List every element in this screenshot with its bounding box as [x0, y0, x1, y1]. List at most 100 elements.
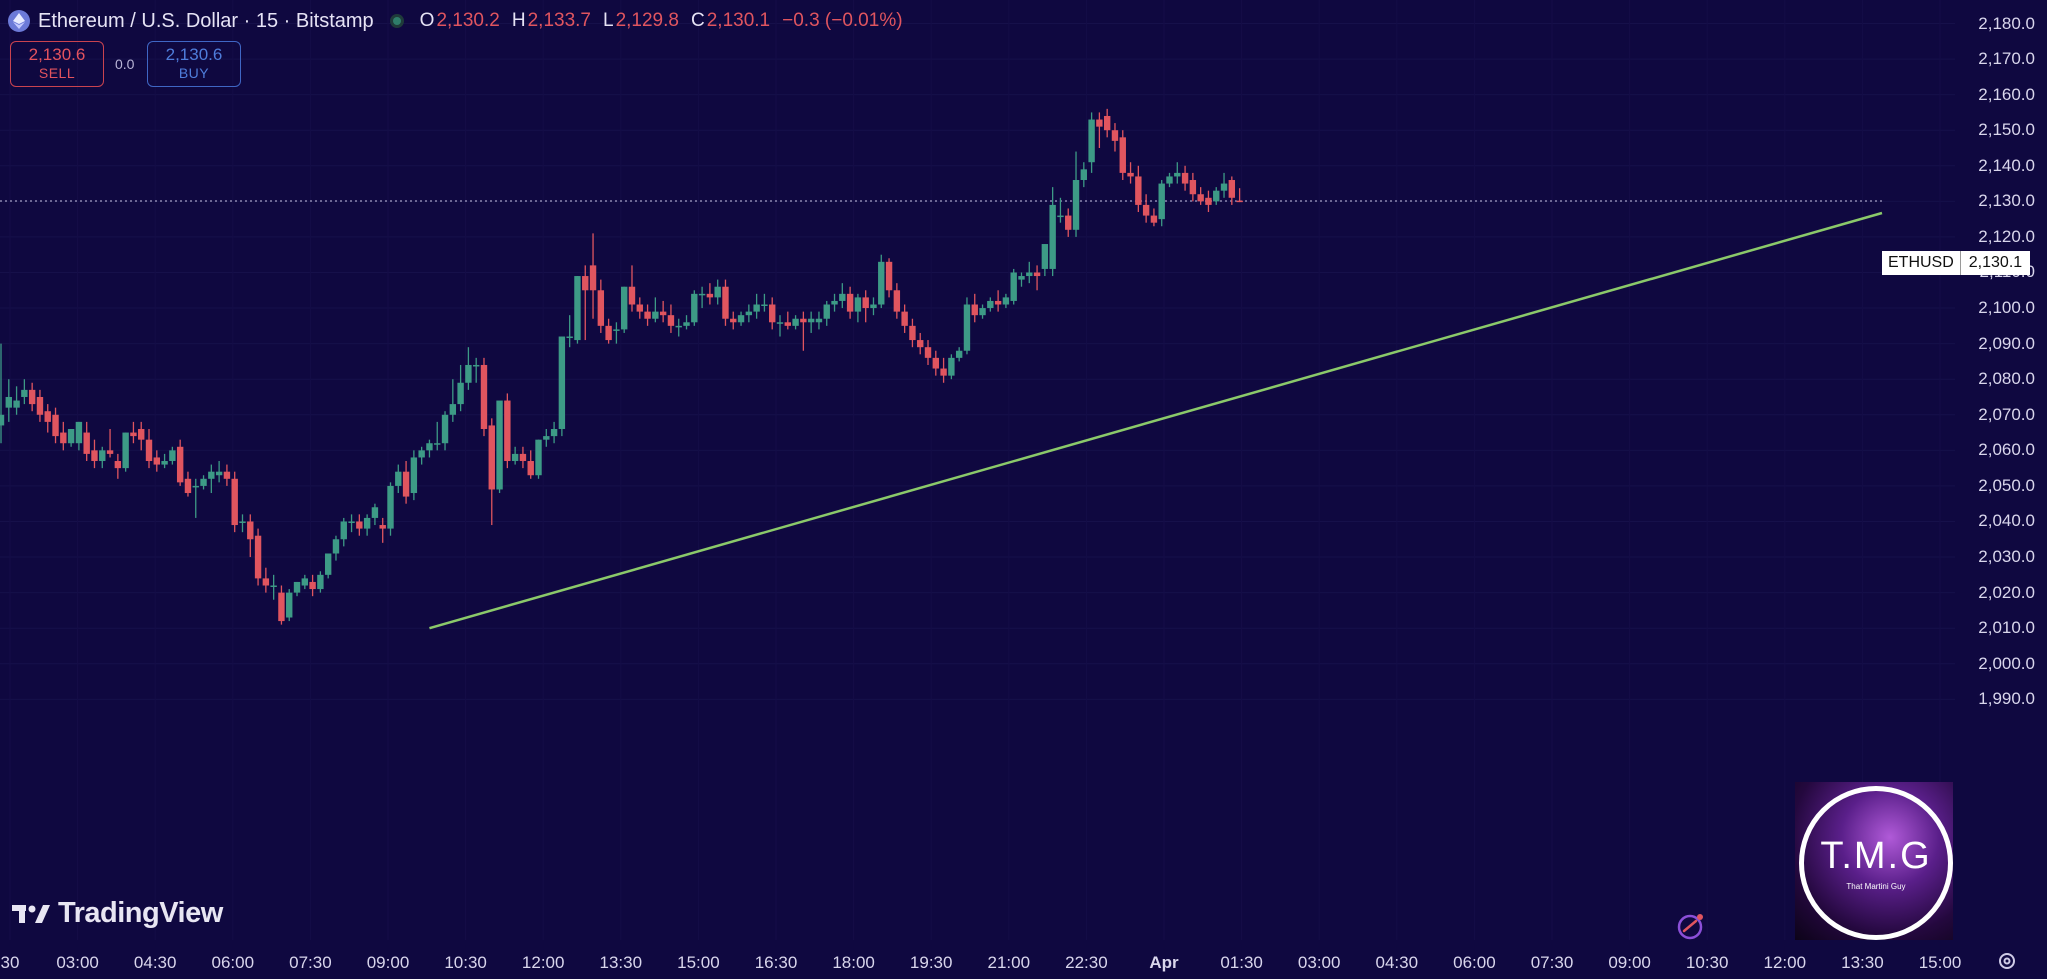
- candle: [1127, 162, 1134, 184]
- price-tick-label: 2,090.0: [1978, 333, 2035, 353]
- candle-body: [1033, 272, 1041, 277]
- candle: [652, 297, 659, 323]
- candle-body: [730, 318, 737, 323]
- candle-body: [426, 443, 433, 451]
- candle-body: [176, 446, 184, 483]
- candle-body: [1197, 194, 1204, 202]
- candle: [971, 293, 978, 323]
- candle-body: [106, 450, 114, 454]
- candle: [1111, 123, 1119, 152]
- time-tick-label: 07:30: [1530, 953, 1574, 972]
- trendline[interactable]: [429, 211, 1883, 630]
- candle-body: [963, 304, 971, 351]
- time-tick-label: 09:00: [1608, 953, 1651, 972]
- buy-button[interactable]: 2,130.6 BUY: [147, 41, 241, 87]
- time-tick-label: 18:00: [832, 953, 875, 972]
- candle-body: [1166, 176, 1173, 184]
- candle-body: [286, 592, 293, 618]
- symbol-title[interactable]: Ethereum / U.S. Dollar · 15 · Bitstamp: [38, 9, 374, 32]
- candle: [247, 514, 254, 558]
- tradingview-logo[interactable]: TradingView: [12, 897, 223, 930]
- candle-body: [1158, 183, 1165, 220]
- candle-body: [465, 364, 472, 383]
- candle-body: [449, 404, 457, 415]
- candle: [589, 233, 597, 319]
- candle-body: [309, 581, 316, 590]
- candle: [340, 517, 347, 547]
- candle: [730, 311, 737, 330]
- candle-body: [231, 478, 238, 526]
- settings-icon[interactable]: [1996, 950, 2018, 977]
- candle-body: [114, 461, 122, 469]
- candle: [659, 300, 667, 323]
- candle: [0, 343, 5, 444]
- candle-body: [223, 471, 231, 479]
- chart-header: Ethereum / U.S. Dollar · 15 · Bitstamp O…: [8, 8, 903, 34]
- candle-body: [67, 428, 75, 444]
- candle-body: [145, 439, 153, 462]
- candlestick-series: [0, 108, 1243, 625]
- candle: [1096, 112, 1103, 148]
- candle: [823, 300, 830, 326]
- time-tick-label: 03:00: [1297, 953, 1341, 972]
- candle: [379, 517, 386, 543]
- candle: [815, 311, 823, 330]
- candle-body: [885, 261, 893, 291]
- candle-body: [52, 414, 59, 437]
- candle: [745, 304, 753, 323]
- candle: [223, 464, 231, 486]
- candle: [1072, 151, 1080, 237]
- candle-body: [722, 286, 729, 319]
- candle-body: [371, 507, 379, 518]
- time-tick-label: 30: [0, 953, 20, 972]
- candle-body: [909, 325, 916, 341]
- candle: [901, 304, 908, 333]
- candle: [387, 482, 394, 536]
- candle-body: [83, 432, 90, 454]
- candle: [52, 407, 59, 444]
- time-tick-label: 21:00: [987, 953, 1031, 972]
- candle: [293, 581, 301, 597]
- candle: [106, 428, 114, 458]
- candle: [1026, 261, 1033, 284]
- candle-body: [348, 521, 355, 523]
- candle-body: [1057, 215, 1064, 218]
- candle-body: [582, 276, 589, 291]
- candle: [511, 446, 519, 465]
- tmg-ring: T.M.G That Martini Guy: [1799, 786, 1953, 940]
- candle: [1088, 112, 1095, 173]
- candle-body: [901, 311, 908, 326]
- candle: [636, 297, 643, 319]
- spread-value: 0.0: [115, 56, 135, 72]
- candle-body: [971, 304, 978, 316]
- candle-body: [597, 290, 605, 326]
- candle: [130, 421, 137, 444]
- candle-body: [846, 293, 854, 312]
- candle: [1205, 190, 1212, 213]
- candle: [535, 439, 542, 479]
- replay-icon[interactable]: [1676, 911, 1706, 946]
- candle-body: [1181, 172, 1189, 184]
- candle: [683, 315, 690, 330]
- candle: [621, 286, 628, 333]
- candle-body: [706, 293, 714, 298]
- buy-label: BUY: [178, 65, 210, 81]
- candle-body: [737, 315, 745, 323]
- candle-body: [1174, 172, 1181, 177]
- candle: [800, 311, 807, 351]
- candle: [885, 258, 893, 298]
- time-tick-label: 22:30: [1065, 953, 1108, 972]
- candle-body: [356, 521, 363, 529]
- candle-body: [402, 471, 410, 497]
- candle-body: [792, 318, 799, 326]
- candle: [1033, 265, 1041, 291]
- candle-body: [784, 322, 791, 326]
- candle: [924, 340, 932, 365]
- candle-body: [831, 300, 838, 305]
- candle: [948, 354, 955, 380]
- sell-button[interactable]: 2,130.6 SELL: [10, 41, 104, 87]
- candle-body: [301, 578, 309, 586]
- price-tick-label: 2,030.0: [1978, 547, 2035, 567]
- candle-body: [691, 293, 698, 323]
